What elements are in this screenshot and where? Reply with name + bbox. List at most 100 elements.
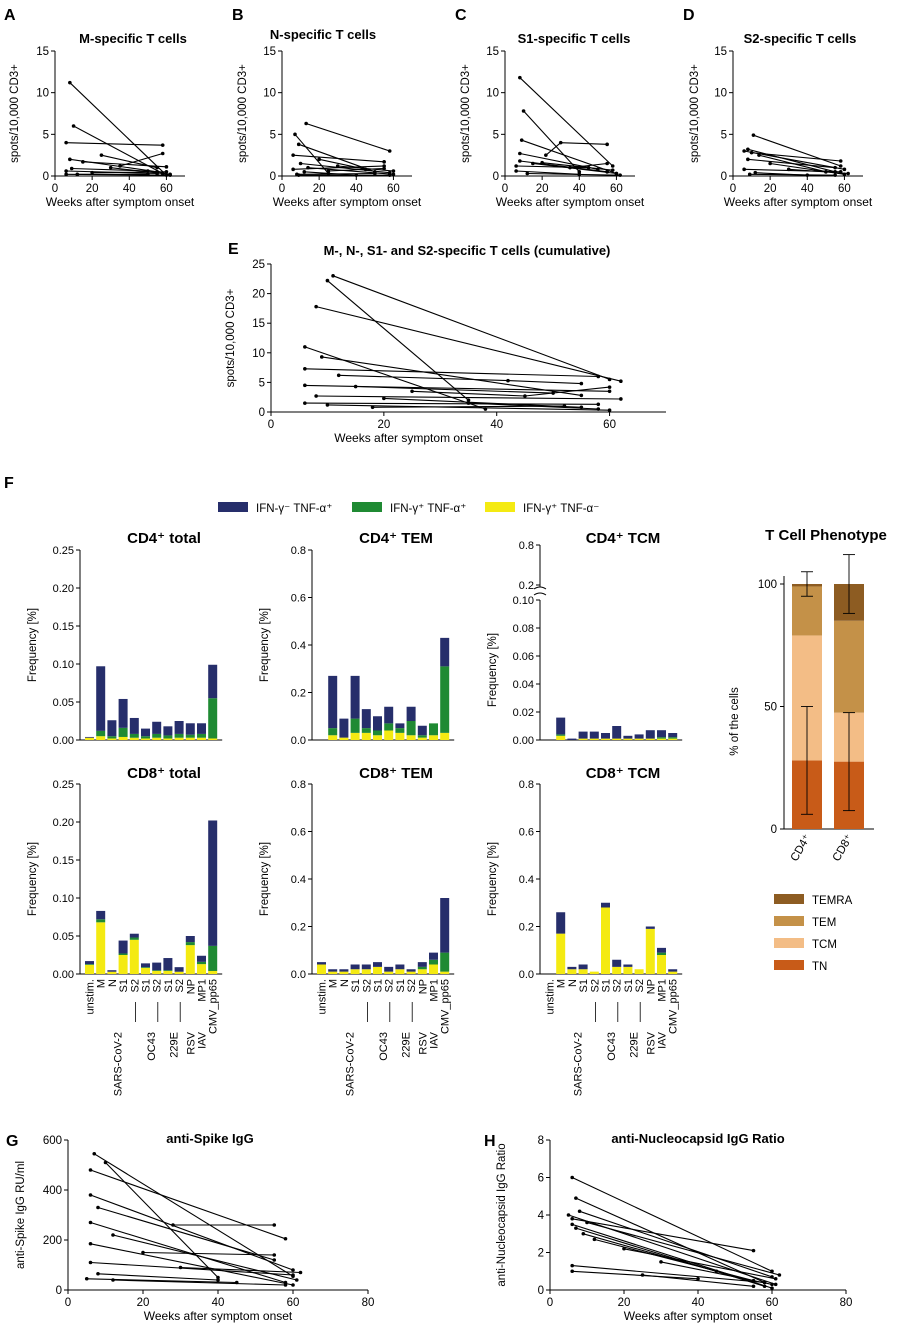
chart-title: CD8⁺ TCM [586,765,661,782]
bar-ifn_only [350,732,360,740]
y-tick-label: 0 [43,171,49,183]
data-point [751,1248,756,1253]
series-line [523,110,580,173]
chart-title: N-specific T cells [270,27,376,42]
data-point [216,1278,220,1282]
data-point [99,153,104,157]
bar-ifn_only [601,907,610,974]
panel-label: E [228,241,239,258]
y-tick-label: 0.00 [53,735,74,747]
series-line [372,405,565,408]
data-point [164,170,169,174]
data-point [111,1233,115,1237]
data-point [336,373,341,378]
data-point [596,402,601,407]
x-axis-label: Weeks after symptom onset [46,195,195,209]
data-point [540,160,544,165]
series-line [112,1279,286,1286]
legend-label: TEM [812,917,836,929]
data-point [605,142,609,147]
x-tick-label: S1 [373,979,385,992]
bar-ifn_only [328,971,338,974]
bar-tnf_only [174,721,184,734]
y-tick-label: 4 [538,1210,545,1222]
data-point [749,150,754,155]
series-line [572,1265,765,1284]
bar-tnf_only [623,964,633,967]
data-point [373,171,377,176]
bar-double [152,970,162,971]
data-point [69,166,74,171]
data-point [838,159,843,163]
data-point [581,1231,586,1236]
bar-ifn_only [556,735,566,740]
legend-label: TEMRA [812,895,853,907]
data-point [579,393,584,398]
x-tick-label: 20 [618,1297,631,1309]
y-tick-label: 0.25 [53,545,74,557]
data-point [331,274,335,278]
y-tick-label: 0.05 [53,697,74,709]
bar-double [152,733,162,738]
data-point [296,142,301,147]
bar-double [208,698,218,739]
bar-tnf_only [440,637,450,667]
series-line [642,1274,754,1287]
data-point [178,1265,183,1270]
data-point [696,1276,700,1281]
bar-double [129,733,139,738]
x-tick-label: S2 [612,979,624,992]
y-tick-label: 15 [714,46,727,58]
bar-double [657,952,666,955]
bar-tnf_only [395,964,405,970]
x-tick-label: S2 [634,979,646,992]
x-tick-label: M [556,979,568,988]
data-point [68,157,72,162]
y-tick-label: 15 [486,46,499,58]
bar-tnf_only [185,936,195,943]
bar-ifn_only [141,967,150,974]
data-point [314,304,318,309]
data-point [291,1283,295,1287]
group-label: 229E [401,1032,413,1058]
bar-double [185,734,195,738]
bar-tnf_only [129,717,139,734]
series-line [569,162,608,169]
bar-tnf_only [141,963,150,968]
y-tick-label: 10 [36,88,49,100]
group-label: RSV [417,1031,429,1054]
panel-label: H [484,1133,496,1150]
data-point [155,165,159,170]
bar-double [657,737,666,739]
data-point [155,171,159,176]
x-tick-label: MP1 [657,979,669,1002]
x-tick-label: S2 [589,979,601,992]
data-point [518,151,522,156]
x-tick-label: 20 [137,1297,150,1309]
data-point [757,153,761,157]
bar-ifn_only [668,738,678,740]
y-axis-label: Frequency [%] [259,842,271,916]
series-line [749,173,836,176]
y-tick-label: 0.8 [291,779,306,791]
data-point [92,1151,97,1156]
series-line [307,167,394,175]
data-point [519,138,524,142]
bar-tnf_only [645,730,655,739]
data-point [531,161,535,166]
x-tick-label: S1 [623,979,635,992]
y-tick-label: 0.08 [513,623,534,635]
bar-tnf_only [107,970,117,972]
data-point [303,383,307,388]
data-point [68,80,72,85]
bar-double [163,735,173,739]
bar-tnf_only [339,718,349,738]
x-tick-label: 20 [313,183,326,195]
y-tick-label: 0 [771,824,777,836]
data-point [523,394,527,398]
data-point [570,1263,574,1268]
series-line [623,1248,776,1280]
bar-ifn_only [96,922,106,974]
data-point [574,1196,578,1200]
x-tick-label: 60 [287,1297,300,1309]
